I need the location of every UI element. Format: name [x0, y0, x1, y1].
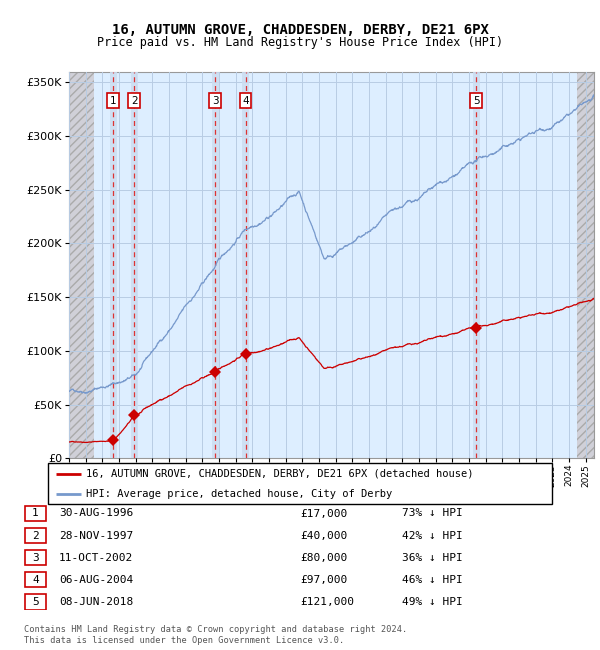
Text: 46% ↓ HPI: 46% ↓ HPI: [402, 575, 463, 585]
Text: 2: 2: [32, 530, 39, 541]
Text: 2: 2: [131, 96, 137, 105]
Bar: [131, 72, 137, 458]
Text: 3: 3: [212, 96, 218, 105]
FancyBboxPatch shape: [48, 463, 552, 504]
Text: 11-OCT-2002: 11-OCT-2002: [59, 552, 133, 563]
Text: 16, AUTUMN GROVE, CHADDESDEN, DERBY, DE21 6PX: 16, AUTUMN GROVE, CHADDESDEN, DERBY, DE2…: [112, 23, 488, 37]
FancyBboxPatch shape: [25, 572, 46, 588]
Text: 3: 3: [32, 552, 39, 563]
Text: 30-AUG-1996: 30-AUG-1996: [59, 508, 133, 519]
FancyBboxPatch shape: [25, 506, 46, 521]
Text: 4: 4: [242, 96, 249, 105]
Bar: [577, 72, 594, 458]
Bar: [473, 72, 479, 458]
Text: 1: 1: [110, 96, 116, 105]
Text: HPI: Average price, detached house, City of Derby: HPI: Average price, detached house, City…: [86, 489, 392, 499]
Text: 1: 1: [32, 508, 39, 519]
Text: 5: 5: [473, 96, 479, 105]
FancyBboxPatch shape: [25, 594, 46, 610]
Text: £97,000: £97,000: [300, 575, 347, 585]
Bar: [212, 72, 218, 458]
Text: 08-JUN-2018: 08-JUN-2018: [59, 597, 133, 607]
Text: 49% ↓ HPI: 49% ↓ HPI: [402, 597, 463, 607]
FancyBboxPatch shape: [25, 550, 46, 566]
Text: 36% ↓ HPI: 36% ↓ HPI: [402, 552, 463, 563]
Text: £40,000: £40,000: [300, 530, 347, 541]
Text: 28-NOV-1997: 28-NOV-1997: [59, 530, 133, 541]
Text: £17,000: £17,000: [300, 508, 347, 519]
Text: 42% ↓ HPI: 42% ↓ HPI: [402, 530, 463, 541]
Text: 06-AUG-2004: 06-AUG-2004: [59, 575, 133, 585]
Text: 73% ↓ HPI: 73% ↓ HPI: [402, 508, 463, 519]
Text: £121,000: £121,000: [300, 597, 354, 607]
FancyBboxPatch shape: [25, 528, 46, 543]
Bar: [69, 72, 94, 458]
Text: 4: 4: [32, 575, 39, 585]
Bar: [242, 72, 249, 458]
Bar: [110, 72, 116, 458]
Text: 16, AUTUMN GROVE, CHADDESDEN, DERBY, DE21 6PX (detached house): 16, AUTUMN GROVE, CHADDESDEN, DERBY, DE2…: [86, 469, 473, 478]
Text: 5: 5: [32, 597, 39, 607]
Text: Contains HM Land Registry data © Crown copyright and database right 2024.
This d: Contains HM Land Registry data © Crown c…: [24, 625, 407, 645]
Text: Price paid vs. HM Land Registry's House Price Index (HPI): Price paid vs. HM Land Registry's House …: [97, 36, 503, 49]
Text: £80,000: £80,000: [300, 552, 347, 563]
